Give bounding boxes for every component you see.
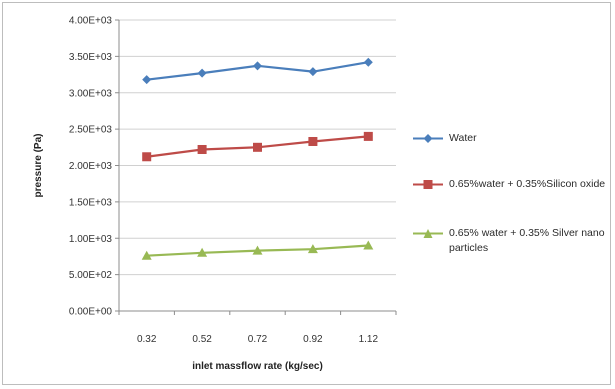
- legend-swatch-silver-nano: [413, 229, 443, 238]
- x-axis-title: inlet massflow rate (kg/sec): [192, 361, 323, 372]
- y-tick-label: 4.00E+03: [69, 16, 113, 27]
- x-tick-label: 0.52: [192, 334, 212, 345]
- data-point-series-2: [142, 152, 152, 162]
- legend-item-silicon-oxide: 0.65%water + 0.35%Silicon oxide: [409, 177, 605, 192]
- legend-item-silver-nano: 0.65% water + 0.35% Silver nano particle…: [409, 226, 609, 256]
- data-point-series-2: [253, 142, 262, 152]
- y-tick-label: 3.00E+03: [69, 88, 113, 99]
- data-point-series-2: [363, 131, 373, 141]
- y-tick-label: 1.00E+03: [69, 234, 113, 245]
- data-point-series-1: [363, 57, 373, 67]
- chart-frame: 0.00E+00 5.00E+02 1.00E+03 1.50E+03 2.00E+03…: [2, 2, 611, 385]
- legend-label-water: Water: [449, 132, 477, 144]
- data-point-series-1: [142, 75, 152, 85]
- x-tick-label: 0.92: [303, 334, 323, 345]
- data-point-series-1: [253, 61, 262, 71]
- legend-label-silver-nano: 0.65% water + 0.35% Silver nano particle…: [449, 227, 605, 254]
- y-axis-title: pressure (Pa): [33, 134, 44, 198]
- data-point-series-1: [197, 68, 207, 78]
- data-point-series-3: [363, 240, 374, 250]
- y-tick-label: 5.00E+02: [69, 270, 113, 281]
- data-point-series-3: [252, 245, 263, 255]
- data-point-series-2: [197, 144, 207, 154]
- y-tick-label: 3.50E+03: [69, 52, 113, 63]
- y-tick-label: 0.00E+00: [69, 307, 113, 318]
- y-tick-label: 1.50E+03: [69, 197, 113, 208]
- data-point-series-1: [308, 67, 318, 77]
- legend-swatch-silicon-oxide: [413, 180, 443, 189]
- y-tick-label: 2.50E+03: [69, 125, 113, 136]
- data-point-series-3: [141, 250, 152, 260]
- x-tick-label: 0.32: [137, 334, 157, 345]
- x-tick-label: 1.12: [359, 334, 379, 345]
- data-point-series-2: [308, 136, 318, 146]
- line-chart: 0.00E+00 5.00E+02 1.00E+03 1.50E+03 2.00E+03…: [33, 16, 397, 372]
- data-point-series-3: [197, 247, 208, 257]
- y-tick-label: 2.00E+03: [69, 161, 113, 172]
- data-point-series-3: [307, 244, 318, 254]
- legend-label-silicon-oxide: 0.65%water + 0.35%Silicon oxide: [449, 178, 606, 190]
- legend-item-water: Water: [409, 131, 477, 146]
- x-tick-label: 0.72: [248, 334, 268, 345]
- legend-swatch-water: [413, 134, 443, 143]
